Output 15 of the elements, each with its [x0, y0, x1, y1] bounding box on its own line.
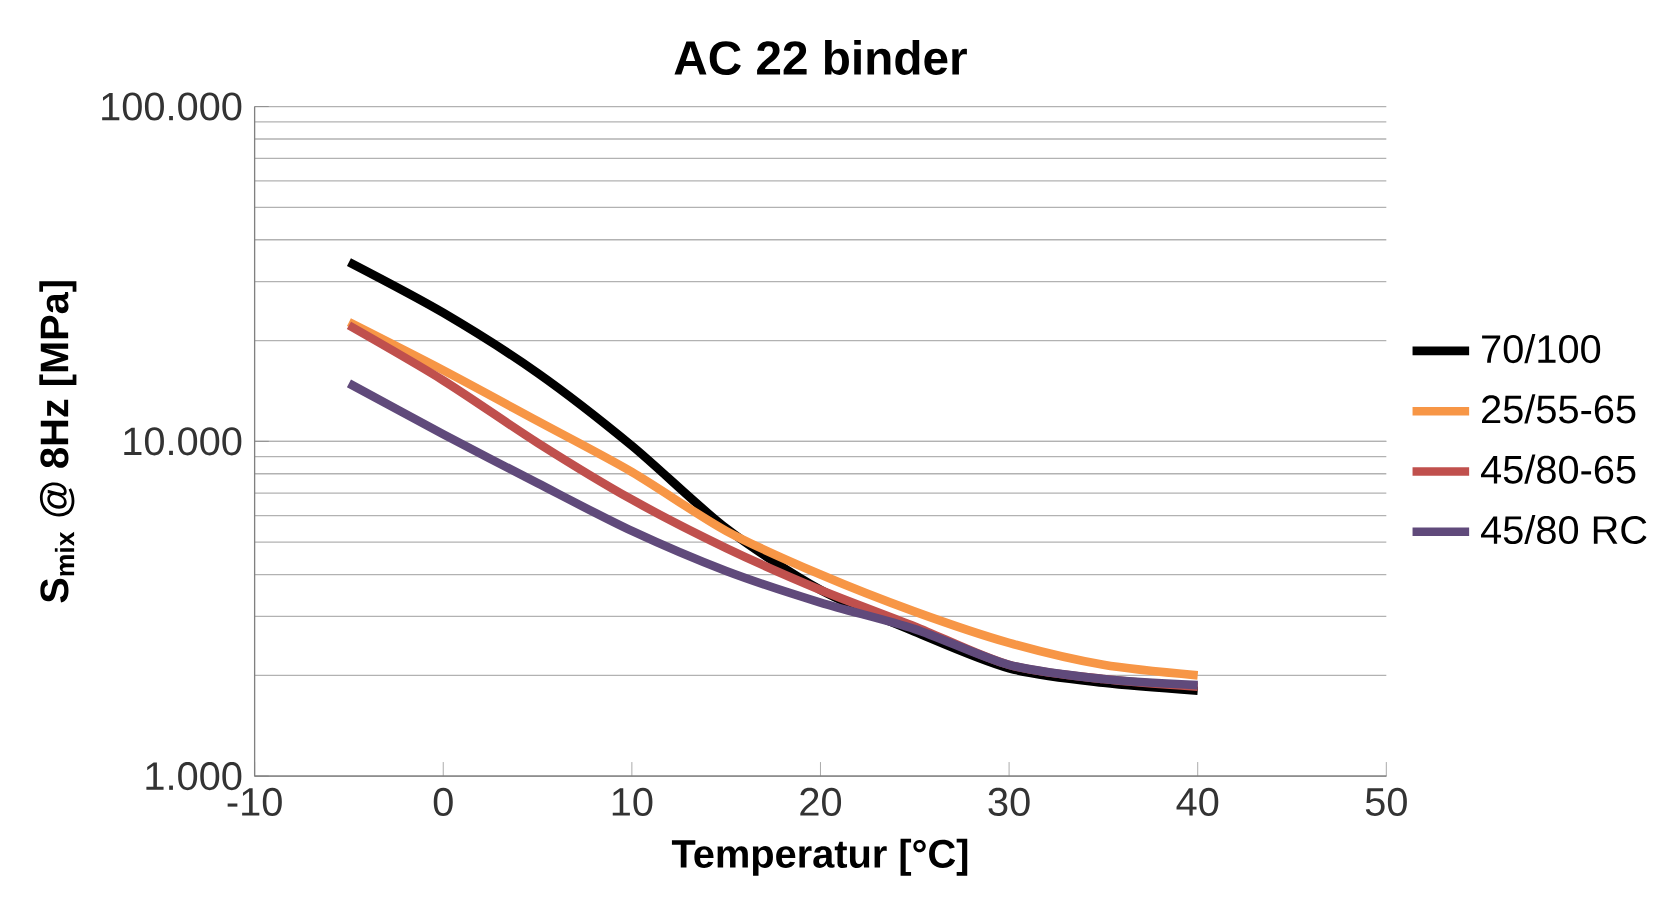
y-tick-label: 100.000	[102, 92, 242, 121]
legend-label: 45/80 RC	[1481, 515, 1647, 545]
x-tick-label: 20	[800, 788, 842, 817]
legend-label: 70/100	[1482, 334, 1601, 364]
x-tick-label: 30	[988, 788, 1030, 817]
y-tick-label: 10.000	[124, 427, 242, 456]
x-tick-label: 50	[1365, 788, 1407, 817]
x-tick-label: 40	[1176, 788, 1219, 817]
legend-label: 25/55-65	[1482, 394, 1636, 424]
legend-label: 45/80-65	[1481, 454, 1636, 484]
chart-title: AC 22 binder	[674, 40, 967, 76]
x-tick-label: 0	[433, 788, 453, 817]
x-tick-label: 10	[612, 788, 653, 817]
y-axis-title: S$_{mix}$ @ 8Hz [MPa]	[39, 281, 77, 603]
x-axis-title: Temperatur [°C]	[671, 838, 968, 877]
